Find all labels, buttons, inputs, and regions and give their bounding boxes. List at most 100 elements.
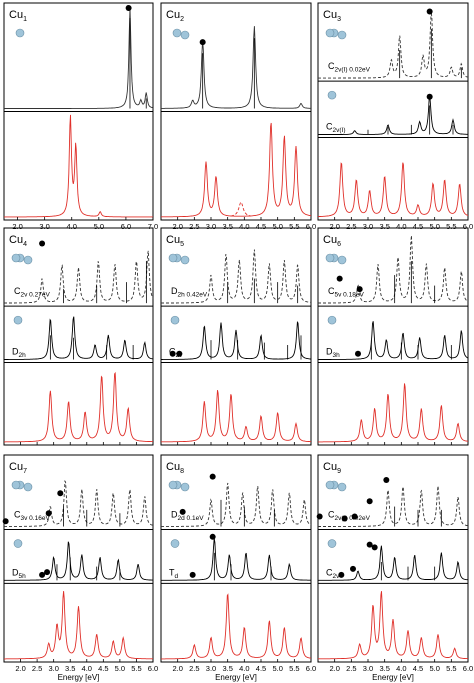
x-tick-label: 2.0: [172, 222, 182, 231]
panel-cu1: Cu1 2.0 3.0 4.0 5.0 6.0 7.0: [3, 2, 158, 231]
x-tick-label: 2.5: [189, 222, 199, 231]
x-tick-label: 6.0: [306, 664, 316, 673]
x-tick-label: 5.5: [289, 222, 299, 231]
x-tick-label: 2.0: [12, 222, 22, 231]
cluster-label: Cu5: [166, 234, 184, 248]
x-tick-label: 4.0: [239, 664, 249, 673]
lower-isomer-label: C2v: [326, 567, 340, 580]
isomer-energy: 0.02eV: [348, 67, 371, 74]
upper-series-line: [4, 250, 154, 304]
isomer-structure-icon: [11, 480, 21, 490]
x-tick-label: 5.0: [429, 664, 439, 673]
cluster-label: Cu1: [9, 9, 27, 23]
isomer-energy: 0.02eV: [348, 515, 371, 522]
upper-series-line: [318, 235, 469, 304]
panel-cu7: Cu7 C3v 0.16eV D5h 2.0 2.5 3.0 3.5 4.0 4.5 5.0 5.5…: [2, 454, 158, 682]
isomer-symmetry-subscript: 3v: [21, 515, 29, 522]
lower-isomer-label: C2v(I): [326, 122, 346, 135]
x-tick-label: 6.0: [306, 222, 316, 231]
x-tick-label: 5.0: [429, 222, 439, 231]
x-tick-label: 2.0: [172, 664, 182, 673]
x-tick-label: 7.0: [148, 222, 158, 231]
isomer-symmetry-subscript: 2v: [21, 292, 29, 299]
x-tick-label: 3.5: [222, 222, 232, 231]
lower-isomer-label: D2h: [12, 347, 26, 360]
cluster-structure-icon: [23, 482, 33, 492]
isomer-structure-icon: [327, 90, 337, 100]
middle-series-line: [161, 538, 311, 581]
upper-transition-dot: [2, 518, 9, 525]
x-tick-label: 5.0: [272, 222, 282, 231]
cluster-structure-icon: [337, 482, 347, 492]
panel-cu4: Cu4 C2v 0.27eV D2h: [3, 227, 154, 446]
middle-transition-dot: [176, 350, 183, 357]
cluster-subscript: 7: [23, 468, 27, 475]
x-tick-label: 5.0: [94, 222, 104, 231]
x-tick-label: 2.0: [329, 222, 339, 231]
panel-frame: [160, 227, 312, 446]
upper-series-line: [318, 485, 469, 527]
upper-transition-dot: [45, 510, 52, 517]
cluster-label: Cu8: [166, 461, 184, 475]
isomer-symmetry-subscript: 2v(I): [335, 515, 348, 522]
x-tick-label: 2.0: [15, 664, 25, 673]
x-tick-label: 3.0: [363, 664, 373, 673]
cluster-structure-icon: [172, 28, 182, 38]
lower-series-line: [318, 383, 469, 443]
upper-isomer-label: C2v 0.27eV: [14, 286, 50, 299]
middle-transition-dot: [189, 571, 196, 578]
x-tick-label: 3.5: [379, 222, 389, 231]
lower-isomer-label: C2v: [169, 347, 183, 360]
isomer-structure-icon: [327, 539, 337, 548]
middle-transition-dot: [366, 541, 373, 548]
isomer-symmetry-subscript: 2v(I): [335, 67, 348, 74]
panel-frame: [3, 454, 154, 663]
isomer-energy: 0.1eV: [185, 515, 204, 522]
upper-transition-dot: [209, 473, 216, 480]
cluster-label: Cu4: [9, 234, 27, 248]
x-tick-label: 3.0: [206, 222, 216, 231]
cluster-label: Cu6: [323, 234, 341, 248]
upper-series-line: [318, 11, 469, 79]
x-tick-label: 4.0: [396, 664, 406, 673]
x-tick-label: 2.5: [189, 664, 199, 673]
middle-transition-dot: [371, 544, 378, 551]
upper-isomer-label: D2h 0.42eV: [171, 286, 208, 299]
upper-transition-dot: [179, 508, 186, 515]
upper-transition-dot: [351, 513, 358, 520]
isomer-energy: 0.18eV: [341, 292, 364, 299]
middle-transition-dot: [169, 350, 176, 357]
panel-frame: [160, 454, 312, 663]
cluster-subscript: 6: [337, 241, 341, 248]
cluster-structure-icon: [15, 28, 25, 38]
middle-transition-dot: [355, 350, 361, 357]
middle-transition-dot: [39, 571, 46, 578]
cluster-label: Cu7: [9, 461, 27, 475]
upper-transition-dot: [57, 490, 64, 497]
x-tick-label: 3.0: [206, 664, 216, 673]
cluster-structure-icon: [180, 30, 190, 40]
upper-isomer-label: C2v(I) 0.02eV: [328, 61, 371, 74]
panel-cu9: Cu9 C2v(I) 0.02eV C2v 2.0 2.5 3.0 3.5 4.0 4.5 5.0…: [316, 454, 473, 682]
cluster-subscript: 4: [23, 241, 27, 248]
isomer-structure-icon: [170, 315, 180, 325]
x-tick-label: 4.5: [98, 664, 108, 673]
upper-series-line: [4, 7, 154, 109]
lower-series-line: [4, 114, 153, 218]
middle-transition-dot: [44, 569, 51, 576]
isomer-symmetry-subscript: 2v(I): [333, 127, 346, 134]
lower-dashed-line: [231, 201, 251, 217]
x-tick-label: 5.5: [446, 664, 456, 673]
lower-series-line: [161, 390, 311, 443]
upper-series-line: [4, 479, 154, 527]
isomer-symmetry-subscript: 5v: [335, 292, 343, 299]
isomer-symmetry-subscript: 2d: [178, 515, 186, 522]
x-tick-label: 4.5: [413, 222, 423, 231]
panel-cu5: Cu5 D2h 0.42eV C2v: [160, 227, 312, 446]
cluster-structure-icon: [23, 255, 33, 265]
x-tick-label: 4.0: [239, 222, 249, 231]
isomer-structure-icon: [327, 315, 337, 325]
isomer-energy: 0.42eV: [185, 292, 208, 299]
lower-isomer-label: D5h: [12, 567, 26, 580]
panel-frame: [3, 227, 154, 446]
